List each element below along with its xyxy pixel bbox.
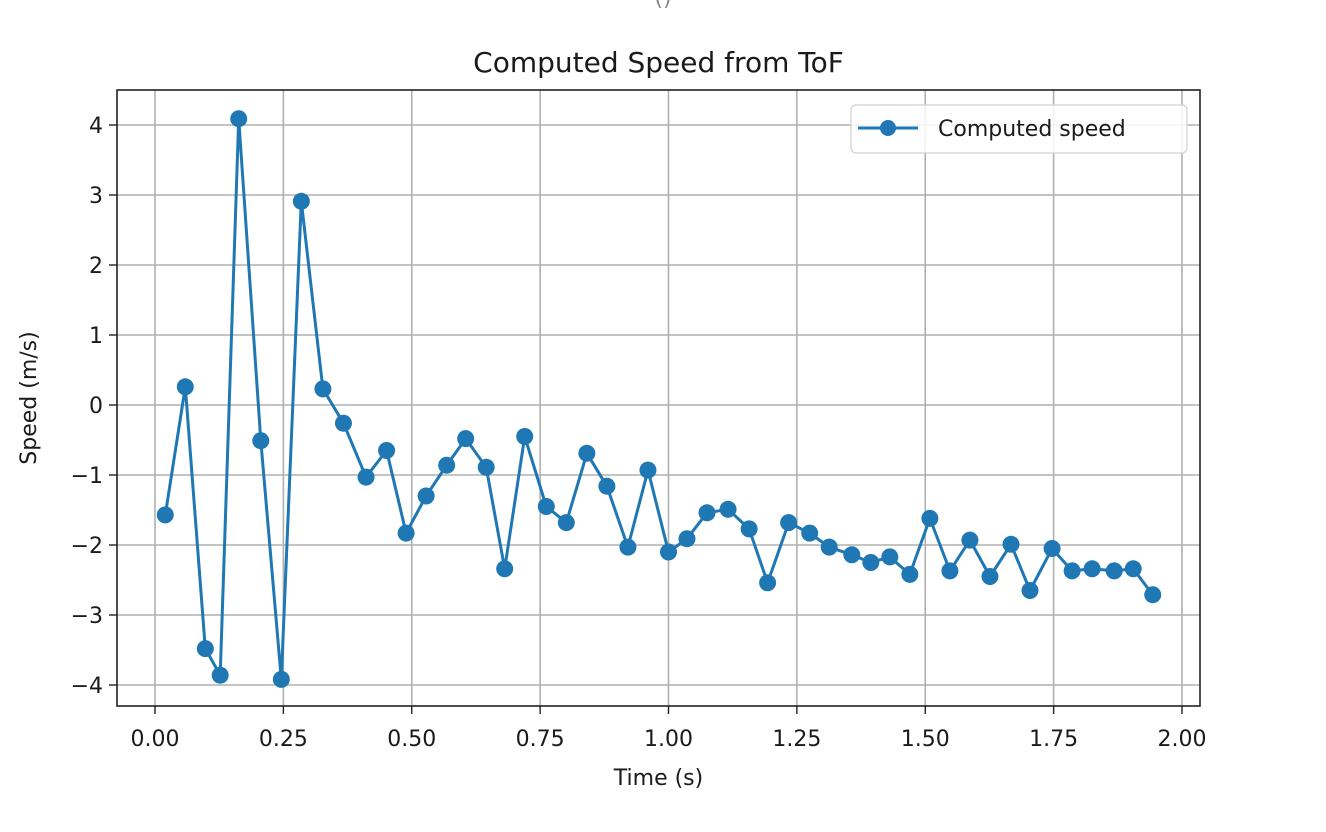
data-point-marker	[1043, 540, 1061, 557]
data-point-marker	[698, 504, 716, 522]
y-tick-label: −4	[71, 674, 103, 699]
x-axis-label: Time (s)	[613, 766, 703, 791]
legend-label: Computed speed	[938, 117, 1126, 142]
y-tick-label: 4	[89, 114, 103, 139]
data-point-marker	[598, 477, 616, 495]
data-point-marker	[252, 432, 270, 450]
data-point-marker	[881, 548, 899, 566]
data-point-marker	[1124, 560, 1142, 578]
data-point-marker	[740, 520, 758, 538]
y-tick-label: 0	[89, 394, 103, 419]
data-point-marker	[357, 468, 375, 486]
data-point-marker	[921, 509, 939, 527]
x-tick-label: 0.25	[259, 727, 308, 752]
data-point-marker	[639, 461, 657, 479]
x-tick-label: 0.75	[516, 727, 565, 752]
data-point-marker	[820, 538, 838, 556]
y-tick-label: −2	[71, 534, 103, 559]
chart-title: Computed Speed from ToF	[473, 46, 844, 79]
data-point-marker	[272, 670, 290, 688]
data-point-marker	[1144, 586, 1162, 604]
data-point-marker	[719, 500, 737, 518]
data-series	[156, 110, 1162, 688]
data-point-marker	[941, 562, 959, 580]
data-point-marker	[1105, 562, 1123, 580]
series-line	[163, 117, 1154, 681]
data-point-marker	[496, 560, 514, 578]
plot-frame	[116, 89, 1201, 707]
data-point-marker	[516, 428, 534, 445]
grid-lines	[117, 90, 1200, 706]
data-point-marker	[1021, 582, 1039, 599]
data-point-marker	[156, 506, 174, 524]
data-point-marker	[801, 524, 819, 542]
data-point-marker	[417, 487, 435, 505]
x-tick-label: 1.75	[1029, 727, 1078, 752]
data-point-marker	[438, 456, 456, 474]
data-point-marker	[660, 543, 677, 561]
data-point-marker	[1083, 560, 1101, 578]
data-point-marker	[981, 568, 999, 585]
data-point-marker	[314, 380, 332, 398]
legend-marker-icon	[880, 120, 896, 136]
x-tick-label: 1.50	[901, 727, 950, 752]
data-point-marker	[457, 430, 475, 448]
axis-ticks: 0.00 0.25 0.50 0.75 1.00 1.25 1.50 1.75 2.00 4 3 2 1…	[71, 114, 1207, 752]
data-point-marker	[477, 458, 495, 476]
data-point-marker	[961, 531, 979, 549]
data-point-marker	[176, 378, 194, 396]
data-point-marker	[292, 192, 310, 210]
data-point-marker	[759, 574, 777, 592]
data-point-marker	[230, 110, 248, 128]
data-point-marker	[862, 554, 880, 571]
data-point-marker	[557, 514, 575, 532]
x-tick-label: 0.00	[131, 727, 180, 752]
x-tick-label: 1.25	[772, 727, 821, 752]
x-tick-label: 1.00	[644, 727, 693, 752]
data-point-marker	[397, 524, 415, 542]
data-point-marker	[334, 414, 352, 432]
data-point-marker	[1002, 535, 1020, 553]
legend: Computed speed	[850, 104, 1188, 154]
data-point-marker	[1063, 562, 1081, 580]
data-point-marker	[843, 546, 861, 564]
y-tick-label: −3	[71, 604, 103, 629]
data-point-marker	[537, 498, 555, 515]
data-point-marker	[378, 442, 396, 459]
y-tick-label: 3	[89, 184, 103, 209]
y-tick-label: 2	[89, 254, 103, 279]
data-point-marker	[619, 538, 637, 556]
y-tick-label: −1	[71, 464, 103, 489]
data-point-marker	[211, 666, 229, 684]
clipped-header-fragment: ()	[0, 0, 1326, 11]
legend-box	[850, 104, 1188, 154]
y-axis-label: Speed (m/s)	[17, 331, 42, 464]
x-tick-label: 2.00	[1158, 727, 1207, 752]
data-point-marker	[196, 640, 214, 658]
data-point-marker	[578, 444, 596, 462]
data-point-marker	[678, 530, 696, 548]
y-tick-label: 1	[89, 324, 103, 349]
x-tick-label: 0.50	[387, 727, 436, 752]
data-point-marker	[901, 565, 919, 583]
data-point-marker	[780, 514, 798, 532]
